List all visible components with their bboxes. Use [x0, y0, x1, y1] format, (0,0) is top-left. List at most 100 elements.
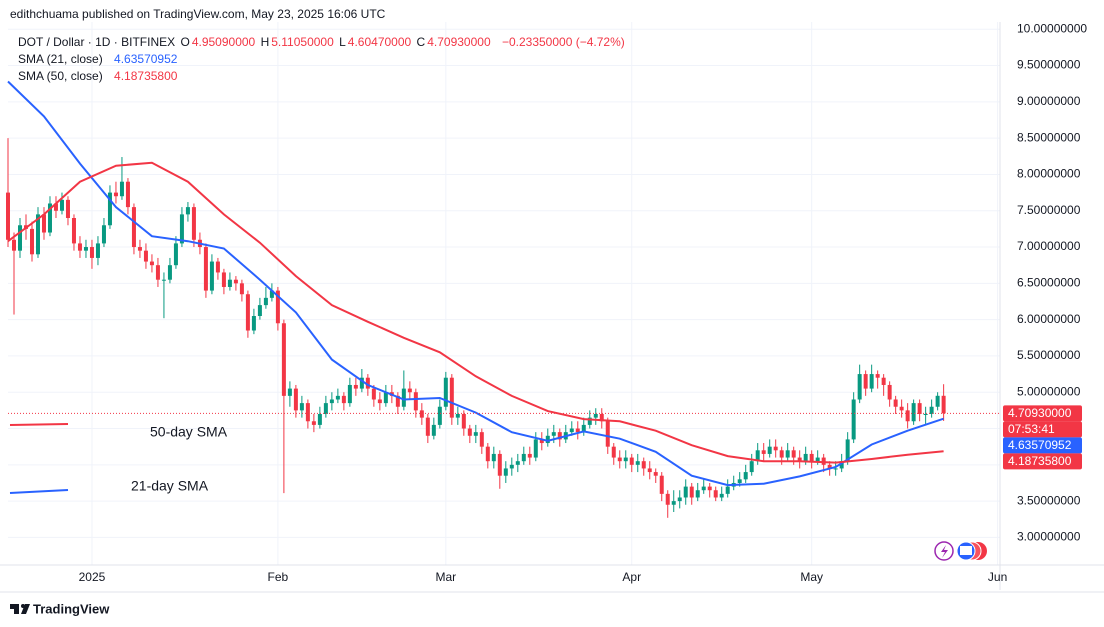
candle-body — [599, 414, 604, 422]
candle-body — [737, 479, 742, 483]
candle-body — [893, 399, 898, 407]
candle-body — [827, 464, 832, 469]
candle-body — [95, 243, 100, 258]
ohlc-value: 5.11050000 — [271, 35, 334, 49]
candle-body — [491, 453, 496, 462]
candle-body — [869, 374, 874, 389]
candle-body — [851, 399, 856, 440]
candle-body — [839, 461, 844, 469]
candle-body — [233, 279, 238, 284]
candle-body — [299, 403, 304, 411]
symbol: DOT / Dollar · 1D · BITFINEX — [18, 35, 176, 49]
candle-body — [275, 290, 280, 324]
candle-body — [347, 384, 352, 404]
annotation: 50-day SMA — [150, 424, 228, 440]
candle-body — [593, 414, 598, 418]
countdown-box — [1003, 421, 1082, 438]
candle-body — [257, 305, 262, 317]
last-price-box — [1003, 405, 1082, 422]
candle-body — [785, 450, 790, 458]
candle-body — [629, 457, 634, 465]
candle-body — [371, 388, 376, 400]
candle-body — [743, 472, 748, 480]
candle-body — [755, 450, 760, 462]
candle-body — [107, 192, 112, 226]
candle-body — [923, 414, 928, 416]
candle-body — [341, 395, 346, 404]
candle-body — [353, 384, 358, 389]
candle-body — [461, 414, 466, 429]
candle-body — [761, 450, 766, 454]
candle-body — [443, 377, 448, 407]
sma-legend: SMA (50, close) 4.18735800 — [18, 68, 179, 84]
candle-body — [317, 414, 322, 425]
candle-body — [203, 247, 208, 291]
last-price: 4.70930000 — [1008, 406, 1072, 420]
y-tick-label: 3.50000000 — [1017, 493, 1081, 507]
candle-body — [485, 446, 490, 462]
y-tick-label: 3.00000000 — [1017, 530, 1081, 544]
candle-body — [545, 435, 550, 444]
candle-body — [845, 439, 850, 462]
candle-body — [293, 388, 298, 411]
x-tick-label: Feb — [268, 570, 289, 584]
candle-body — [929, 406, 934, 415]
candle-body — [455, 414, 460, 418]
candle-body — [623, 457, 628, 462]
ohlc-label: C — [416, 35, 426, 49]
legend-value: 4.18735800 — [114, 69, 178, 83]
countdown: 07:53:41 — [1008, 422, 1055, 436]
candle-body — [185, 207, 190, 215]
candle-body — [857, 374, 862, 400]
legend-name: SMA (50, close) — [18, 69, 103, 83]
candle-body — [245, 294, 250, 331]
y-tick-label: 9.00000000 — [1017, 94, 1081, 108]
plot — [6, 80, 946, 518]
candle-body — [467, 428, 472, 436]
candle-body — [587, 417, 592, 425]
x-tick-label: 2025 — [79, 570, 106, 584]
sma-line — [7, 80, 944, 487]
ohlc-value: 4.60470000 — [347, 35, 412, 49]
candle-body — [47, 203, 52, 233]
candle-body — [659, 475, 664, 494]
candle-body — [149, 261, 154, 266]
candle-body — [401, 388, 406, 407]
candle-body — [179, 214, 184, 244]
y-tick-label: 10.00000000 — [1017, 21, 1087, 35]
candle-body — [173, 243, 178, 266]
y-tick-label: 5.00000000 — [1017, 384, 1081, 398]
candle-body — [803, 453, 808, 462]
candle-body — [935, 395, 940, 407]
candle-body — [707, 486, 712, 491]
candle-body — [635, 461, 640, 465]
candle-body — [521, 453, 526, 462]
candle-body — [35, 214, 40, 255]
candle-body — [647, 468, 652, 473]
sma-price-box — [1003, 453, 1082, 470]
ohlc-label: L — [339, 35, 346, 49]
candle-body — [221, 272, 226, 287]
candle-body — [569, 428, 574, 433]
candle-body — [119, 181, 124, 197]
candle-body — [191, 207, 196, 240]
candle-body — [617, 457, 622, 462]
candle-body — [719, 493, 724, 498]
candle-body — [305, 403, 310, 422]
candle-body — [437, 406, 442, 425]
candle-body — [713, 490, 718, 498]
candle-body — [329, 399, 334, 404]
candle-body — [905, 410, 910, 422]
candle-body — [791, 450, 796, 458]
candle-body — [725, 486, 730, 494]
candle-body — [53, 203, 58, 211]
candle-body — [509, 464, 514, 469]
sma-price: 4.63570952 — [1008, 438, 1072, 452]
y-tick-label: 7.50000000 — [1017, 203, 1081, 217]
candle-body — [917, 403, 922, 415]
candle-body — [377, 399, 382, 404]
candle-body — [125, 181, 130, 208]
candle-body — [833, 468, 838, 470]
